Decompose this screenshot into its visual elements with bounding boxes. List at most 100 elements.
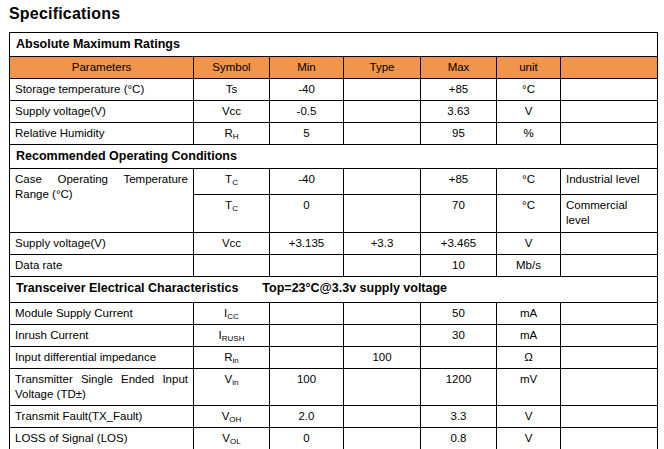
note-cell [561,406,658,428]
symbol-cell: TC [194,169,270,195]
symbol-cell: ICC [194,303,270,325]
type-cell [344,303,421,325]
symbol-subscript: OH [229,415,241,424]
max-cell: 3.63 [421,101,497,123]
min-cell: 100 [270,369,344,406]
unit-cell: °C [497,169,561,195]
note-cell [561,255,658,277]
table-row-loss-of-signal: LOSS of Signal (LOS) VOL 0 0.8 V [10,428,658,449]
table-row-tx-single-ended: Transmitter Single Ended Input Voltage (… [10,369,658,406]
symbol-subscript: H [233,132,239,141]
table-row-inrush-current: Inrush Current IRUSH 30 mA [10,325,658,347]
table-row-data-rate: Data rate 10 Mb/s [10,255,658,277]
symbol-subscript: C [232,204,238,213]
table-row-storage-temperature: Storage temperature (°C) Ts -40 +85 °C [10,79,658,101]
symbol-base: Vcc [222,105,241,117]
parameter-cell: Supply voltage(V) [10,101,194,123]
section-condition: Top=23°C@3.3v supply voltage [262,281,447,295]
symbol-base: R [224,127,232,139]
min-cell: -0.5 [270,101,344,123]
max-cell: 0.8 [421,428,497,449]
min-cell [270,347,344,369]
section-title: Absolute Maximum Ratings [10,33,658,57]
header-max: Max [421,57,497,79]
unit-cell: Ω [497,347,561,369]
min-cell: 0 [270,428,344,449]
parameter-cell: Supply voltage(V) [10,233,194,255]
symbol-subscript: C [232,178,238,187]
type-cell [344,195,421,233]
max-cell: 70 [421,195,497,233]
parameter-cell: Transmit Fault(TX_Fault) [10,406,194,428]
type-cell [344,255,421,277]
page-title: Specifications [9,5,657,23]
header-symbol: Symbol [194,57,270,79]
unit-cell: Mb/s [497,255,561,277]
symbol-subscript: CC [227,312,239,321]
section-row-absolute-maximum-ratings: Absolute Maximum Ratings [10,33,658,57]
symbol-cell [194,255,270,277]
note-cell [561,325,658,347]
parameter-cell: Module Supply Current [10,303,194,325]
header-parameters: Parameters [10,57,194,79]
max-cell: 95 [421,123,497,145]
max-cell: +85 [421,169,497,195]
min-cell [270,255,344,277]
header-unit: unit [497,57,561,79]
type-cell [344,101,421,123]
symbol-cell: Vin [194,369,270,406]
unit-cell: V [497,428,561,449]
note-cell [561,428,658,449]
note-cell [561,347,658,369]
max-cell: 10 [421,255,497,277]
type-cell [344,369,421,406]
note-cell [561,233,658,255]
unit-cell: mV [497,369,561,406]
table-row-module-supply-current: Module Supply Current ICC 50 mA [10,303,658,325]
parameter-cell: Input differential impedance [10,347,194,369]
type-cell [344,406,421,428]
unit-cell: mA [497,325,561,347]
parameter-cell: Transmitter Single Ended Input Voltage (… [10,369,194,406]
symbol-subscript: in [232,378,238,387]
note-cell [561,79,658,101]
unit-cell: °C [497,79,561,101]
symbol-base: Vcc [222,237,241,249]
min-cell: -40 [270,79,344,101]
parameter-cell: LOSS of Signal (LOS) [10,428,194,449]
symbol-cell: Vcc [194,101,270,123]
max-cell: 30 [421,325,497,347]
unit-cell: °C [497,195,561,233]
max-cell: +3.465 [421,233,497,255]
section-title-cell: Transceiver Electrical Characteristics To… [10,277,658,303]
max-cell: 3.3 [421,406,497,428]
table-row-supply-voltage-rec: Supply voltage(V) Vcc +3.135 +3.3 +3.465… [10,233,658,255]
parameter-cell: Case Operating Temperature Range (°C) [10,169,194,233]
table-row-relative-humidity: Relative Humidity RH 5 95 % [10,123,658,145]
unit-cell: V [497,406,561,428]
note-cell [561,369,658,406]
note-cell [561,303,658,325]
section-title: Transceiver Electrical Characteristics [16,281,238,295]
type-cell [344,123,421,145]
type-cell: 100 [344,347,421,369]
unit-cell: V [497,101,561,123]
table-row-transmit-fault: Transmit Fault(TX_Fault) VOH 2.0 3.3 V [10,406,658,428]
symbol-cell: VOL [194,428,270,449]
symbol-base: Ts [226,83,238,95]
type-cell: +3.3 [344,233,421,255]
symbol-cell: Vcc [194,233,270,255]
min-cell: 2.0 [270,406,344,428]
min-cell: -40 [270,169,344,195]
note-cell [561,101,658,123]
type-cell [344,428,421,449]
table-row-case-temp-industrial: Case Operating Temperature Range (°C) TC… [10,169,658,195]
header-min: Min [270,57,344,79]
section-row-recommended-operating-conditions: Recommended Operating Conditions [10,145,658,169]
symbol-cell: TC [194,195,270,233]
note-cell [561,123,658,145]
type-cell [344,169,421,195]
table-row-supply-voltage-abs: Supply voltage(V) Vcc -0.5 3.63 V [10,101,658,123]
symbol-cell: Ts [194,79,270,101]
min-cell [270,303,344,325]
